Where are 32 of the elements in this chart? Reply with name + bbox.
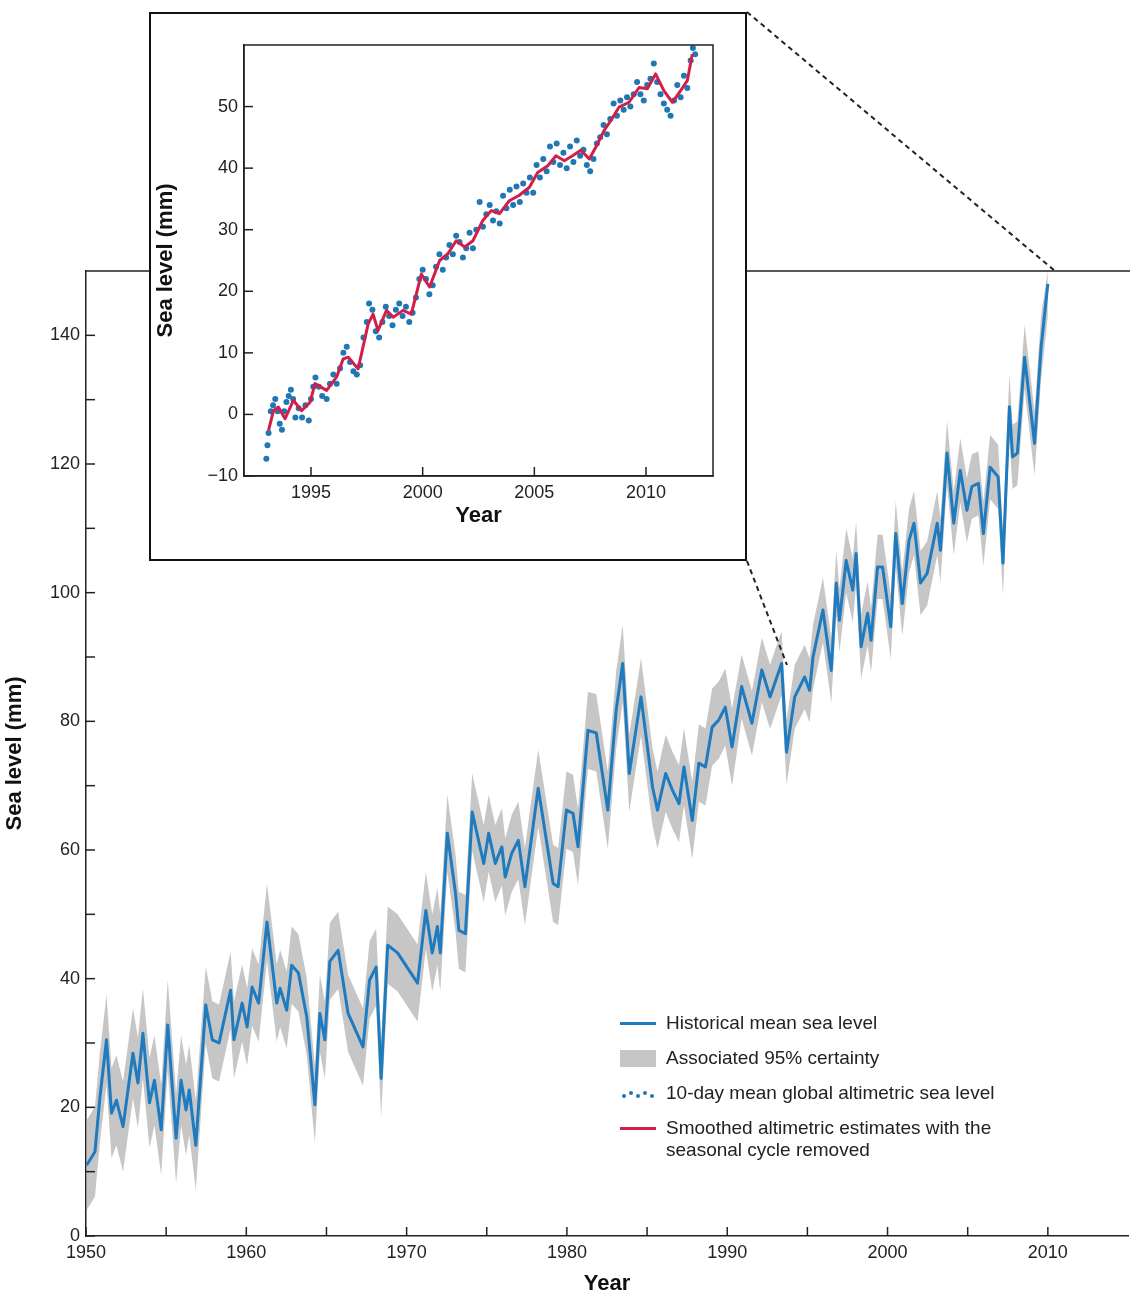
y-tick-label: 20	[217, 280, 238, 301]
y-axis-title: Sea level (mm)	[152, 183, 178, 338]
x-tick-label: 2000	[402, 481, 443, 502]
y-tick-label: 100	[49, 581, 80, 602]
y-tick-label: 30	[217, 218, 238, 239]
y-tick-label: 140	[49, 324, 80, 345]
y-tick-label: 40	[59, 967, 80, 988]
y-tick-label: 0	[227, 403, 238, 424]
y-axis-title: Sea level (mm)	[1, 676, 27, 831]
x-tick-label: 2000	[867, 1241, 908, 1262]
legend-label: Historical mean sea level	[666, 1012, 879, 1034]
y-tick-label: −10	[207, 464, 238, 485]
x-tick-label: 2010	[1027, 1241, 1068, 1262]
y-tick-label: 50	[217, 95, 238, 116]
x-axis-title: Year	[455, 501, 503, 527]
y-tick-label: 40	[217, 157, 238, 178]
y-tick-label: 80	[59, 710, 80, 731]
x-tick-label: 2010	[625, 481, 667, 502]
x-tick-label: 1980	[546, 1241, 587, 1262]
legend-label: Smoothed altimetric estimates with the seasonal cycle removed	[666, 1117, 993, 1161]
y-tick-label: 20	[59, 1096, 80, 1117]
x-tick-label: 1970	[386, 1241, 427, 1262]
x-axis-title: Year	[583, 1269, 631, 1295]
y-tick-label: 10	[217, 341, 238, 362]
y-tick-label: 120	[49, 452, 80, 473]
y-tick-label: 60	[59, 838, 80, 859]
x-tick-label: 1960	[226, 1241, 267, 1262]
legend-label: 10-day mean global altimetric sea level	[666, 1082, 996, 1104]
annotation: Associated 95% certainty	[666, 1047, 881, 1069]
x-tick-label: 2005	[514, 481, 555, 502]
x-tick-label: 1990	[707, 1241, 748, 1262]
x-tick-label: 1995	[290, 481, 332, 502]
